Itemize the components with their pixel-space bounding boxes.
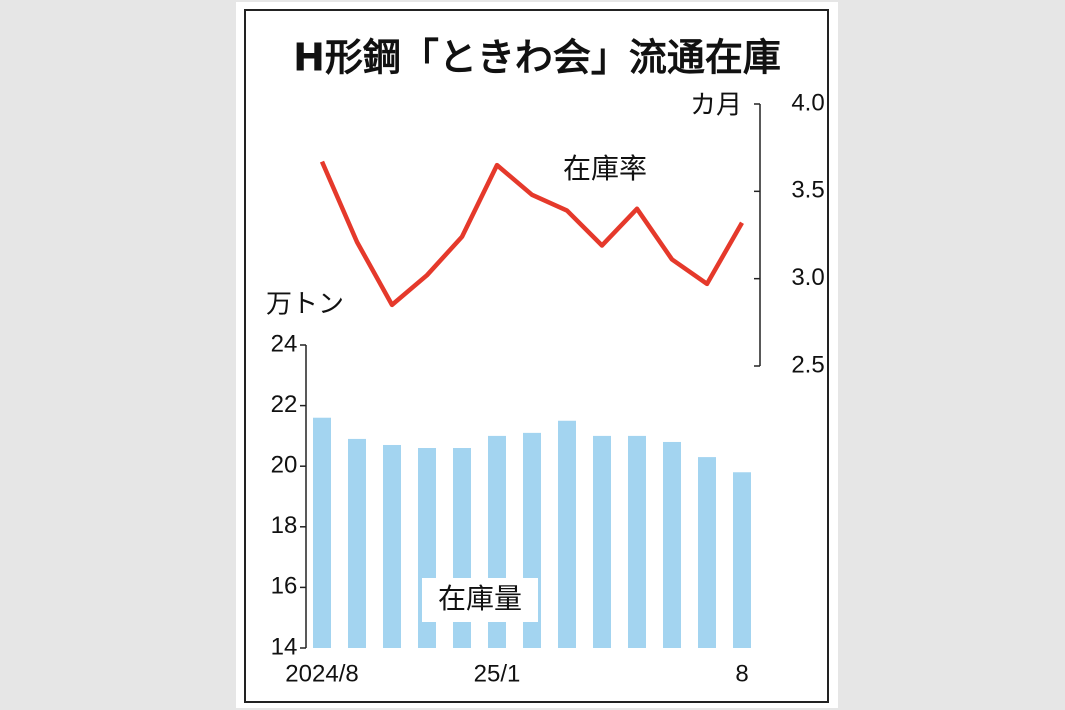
y-tick-label: 14 <box>271 633 298 660</box>
y-tick-label: 16 <box>271 573 298 600</box>
y-axis-unit: カ月 <box>690 91 742 121</box>
bar <box>383 444 401 648</box>
y-tick-label: 3.5 <box>791 177 824 204</box>
bar <box>558 420 576 648</box>
bar <box>628 435 646 648</box>
bar <box>313 417 331 648</box>
y-axis-unit: 万トン <box>266 290 344 320</box>
bar <box>663 441 681 648</box>
frame <box>244 9 829 703</box>
x-tick-label: 2024/8 <box>285 660 358 687</box>
y-tick-label: 18 <box>271 512 298 539</box>
chart-title: H形鋼「ときわ会」流通在庫 <box>293 36 781 80</box>
bar <box>733 472 751 648</box>
line <box>319 160 744 308</box>
bar <box>348 438 366 648</box>
annotation-bg <box>422 578 538 622</box>
x-tick-label: 8 <box>735 660 748 687</box>
y-tick-label: 20 <box>271 452 298 479</box>
y-tick-label: 22 <box>271 391 298 418</box>
annotation: 在庫率 <box>563 152 647 185</box>
bar <box>698 457 716 648</box>
y-tick-label: 24 <box>271 330 298 357</box>
annotation: 在庫量 <box>438 582 522 615</box>
bar <box>593 435 611 648</box>
y-tick-label: 4.0 <box>791 89 824 116</box>
y-tick-label: 3.0 <box>791 264 824 291</box>
y-tick-label: 2.5 <box>791 351 824 378</box>
x-tick-label: 25/1 <box>474 660 521 687</box>
